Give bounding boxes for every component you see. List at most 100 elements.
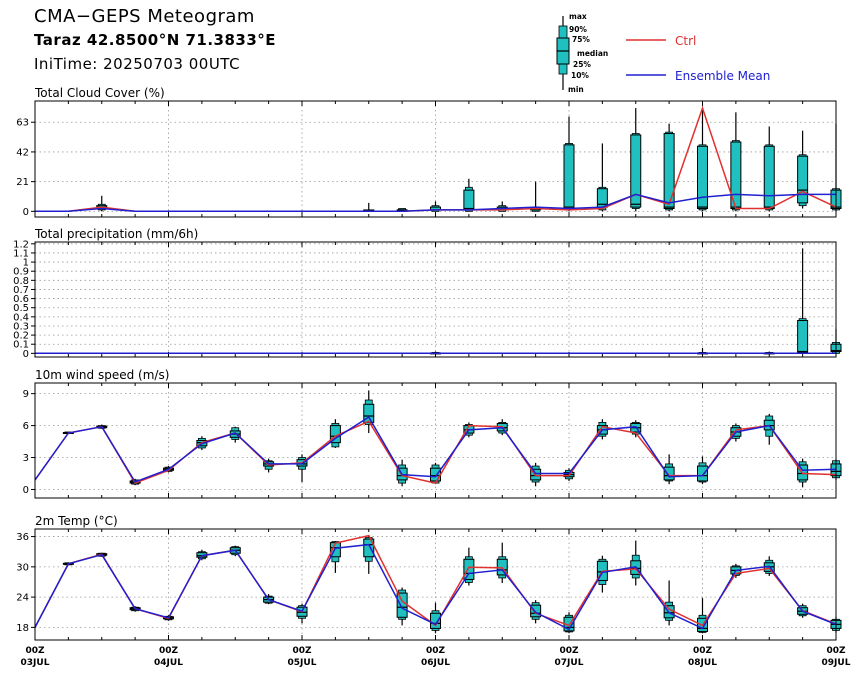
y-tick-label: 1.2 [13,239,29,250]
y-tick-label: 0.6 [13,294,29,305]
y-tick-label: 63 [16,118,29,129]
box-inner [563,144,575,210]
panel-frame [34,100,837,218]
ensemble-mean-line [35,193,836,213]
ensemble-box [396,459,408,487]
y-tick-label: 21 [16,177,29,188]
ensemble-box [496,542,508,583]
x-label-date: 04JUL [154,658,183,668]
x-label-date: 06JUL [421,658,450,668]
y-tick-label: 6 [23,421,29,432]
legend-box-label: 75% [572,35,590,44]
panel-title: Total precipitation (mm/6h) [34,227,198,241]
panel-wind: 10m wind speed (m/s) 0 3 6 9 [23,368,842,499]
y-tick-label: 1 [23,258,29,269]
x-label-time: 00Z [25,646,45,656]
panel-cloud: Total Cloud Cover (%) 0 21 42 63 [16,86,842,218]
legend-mean-label: Ensemble Mean [675,69,770,83]
x-label-date: 03JUL [21,658,50,668]
box-inner [797,155,809,204]
y-tick-label: 36 [16,532,29,543]
ensemble-box [363,202,375,212]
y-tick-label: 0 [23,207,29,218]
x-label-time: 00Z [693,646,713,656]
legend-box-label: 25% [573,60,591,69]
legend-box-label: min [568,85,584,94]
x-label-time: 00Z [159,646,179,656]
box-inner [463,189,475,211]
box-inner [430,467,441,482]
chart-title: CMA−GEPS Meteogram [34,6,255,27]
x-label-date: 07JUL [555,658,584,668]
x-label-date: 05JUL [288,658,317,668]
y-tick-label: 30 [16,562,29,573]
ensemble-box [663,454,675,485]
panel-frame [34,528,837,641]
box-inner [463,558,475,580]
y-tick-label: 1.1 [13,248,29,259]
box-inner [763,145,775,210]
box-inner [663,133,675,210]
y-tick-label: 3 [23,453,29,464]
ensemble-box [329,419,341,448]
y-tick-label: 9 [23,389,29,400]
box-inner [630,134,642,208]
x-label-date: 08JUL [688,658,717,668]
y-tick-label: 0.9 [13,267,29,278]
panel-frame [34,241,837,358]
location-label: Taraz 42.8500°N 71.3833°E [34,31,277,49]
ensemble-box [296,603,308,624]
ensemble-box [797,248,809,354]
y-tick-label: 0.5 [13,303,29,314]
ensemble-box [663,580,675,626]
y-tick-label: 0.4 [13,312,29,323]
y-tick-label: 0.1 [13,340,29,351]
box-inner [396,592,408,618]
panel-title: Total Cloud Cover (%) [34,86,165,100]
y-tick-label: 18 [16,623,29,634]
box-inner [663,466,675,481]
x-label-date: 09JUL [822,658,851,668]
box-inner [697,465,708,482]
legend-ctrl-label: Ctrl [675,34,696,48]
ensemble-box [797,130,809,209]
legend-box-label: 10% [571,71,589,80]
box-inner [430,612,441,629]
legend: max 90%75% median 25% 10% min Ctrl Ensemble Mea… [556,12,770,94]
ensemble-box [630,540,642,586]
ensemble-box [430,462,441,485]
ensemble-box [697,456,708,485]
ensemble-box [697,108,708,212]
panel-precip: Total precipitation (mm/6h) 00.10.20.30.4… [13,227,842,360]
y-tick-label: 0.8 [13,276,29,287]
panel-frame [34,382,837,499]
ensemble-box [463,178,475,212]
box-inner [530,604,542,618]
panel-title: 2m Temp (°C) [35,514,118,528]
ensemble-box [329,541,341,573]
y-tick-label: 42 [16,147,29,158]
box-inner [697,145,708,210]
ensemble-box [563,116,575,212]
panel-title: 10m wind speed (m/s) [35,368,169,382]
box-inner [797,319,809,353]
y-tick-label: 0.7 [13,285,29,296]
y-tick-label: 0.2 [13,331,29,342]
ensemble-box [763,126,775,212]
init-time-label: IniTime: 20250703 00UTC [34,55,241,73]
y-tick-label: 0 [23,485,29,496]
ensemble-box [296,454,308,483]
x-axis-labels: 00Z 03JUL 00Z 04JUL 00Z 05JUL 00Z 06JUL 00Z 07JUL… [21,646,851,668]
ensemble-box [596,555,608,593]
x-label-time: 00Z [559,646,579,656]
ensemble-mean-line [34,416,837,483]
box-inner [363,538,375,558]
panel-temp: 2m Temp (°C) 18 24 30 36 [16,514,842,641]
ensemble-box [663,123,675,212]
legend-box-label: median [577,49,608,58]
x-label-time: 00Z [826,646,846,656]
y-tick-label: 0.3 [13,321,29,332]
ensemble-box [630,420,642,438]
legend-box-label: 90% [569,25,587,34]
